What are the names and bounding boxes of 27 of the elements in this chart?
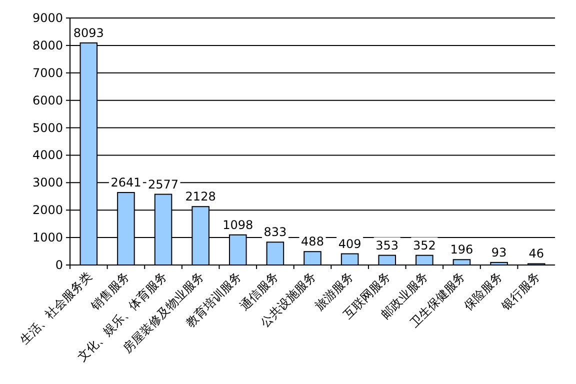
data-label: 2641 xyxy=(110,176,142,190)
y-tick-label: 6000 xyxy=(32,93,63,108)
data-label: 1098 xyxy=(222,218,254,232)
bar xyxy=(304,251,322,266)
y-tick-label: 2000 xyxy=(32,203,63,218)
y-tick-label: 5000 xyxy=(32,120,63,135)
data-label: 93 xyxy=(491,245,507,260)
data-label: 196 xyxy=(450,242,474,257)
data-label: 833 xyxy=(264,225,287,240)
data-label: 46 xyxy=(528,246,544,261)
bar xyxy=(378,254,396,266)
data-label: 488 xyxy=(301,234,324,249)
y-tick-label: 1000 xyxy=(32,230,63,245)
data-label: 8093 xyxy=(73,26,104,40)
y-tick-label: 9000 xyxy=(32,11,63,25)
data-label: 2128 xyxy=(185,190,216,204)
y-tick-label: 3000 xyxy=(32,176,63,190)
data-label: 352 xyxy=(412,238,436,252)
data-label: 353 xyxy=(376,238,399,252)
y-tick-label: 7000 xyxy=(32,66,63,80)
y-tick-label: 8000 xyxy=(32,38,63,52)
bar xyxy=(416,254,434,266)
y-tick-label: 4000 xyxy=(32,148,63,162)
data-label: 2577 xyxy=(148,177,179,192)
data-label: 409 xyxy=(338,236,362,251)
y-tick-label: 0 xyxy=(55,258,63,272)
bar xyxy=(266,242,284,266)
